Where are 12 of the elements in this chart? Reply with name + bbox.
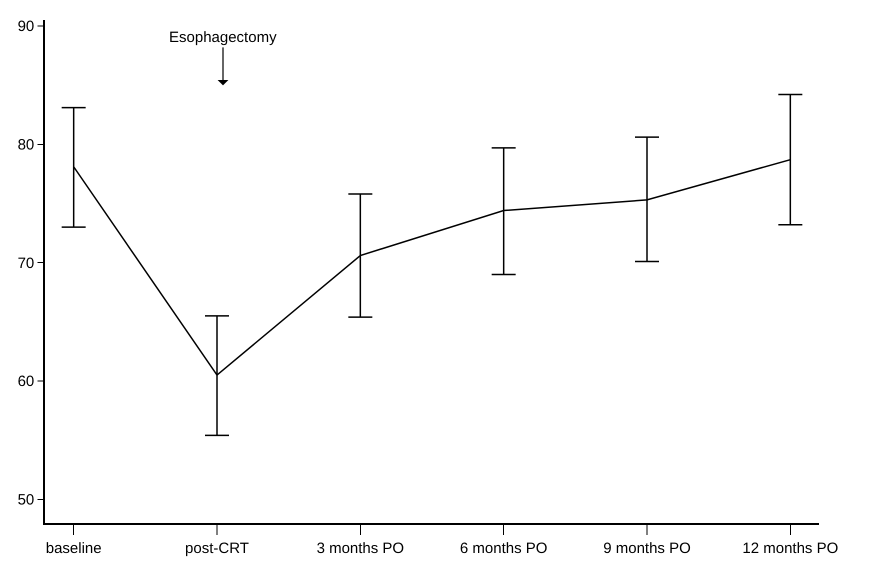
y-tick-label: 70 [18,254,34,272]
annotation: Esophagectomy [169,29,278,46]
x-tick-label: 9 months PO [603,540,691,557]
x-tick-label: baseline [46,540,102,557]
y-tick-label: 80 [18,136,34,154]
y-tick-label: 60 [18,373,34,390]
x-tick-label: 12 months PO [742,540,838,557]
y-tick-label: 90 [18,18,34,36]
y-tick-label: 50 [18,492,34,509]
x-tick-label: post-CRT [185,540,249,557]
x-tick-label: 6 months PO [460,540,548,557]
x-tick-label: 3 months PO [316,540,404,557]
